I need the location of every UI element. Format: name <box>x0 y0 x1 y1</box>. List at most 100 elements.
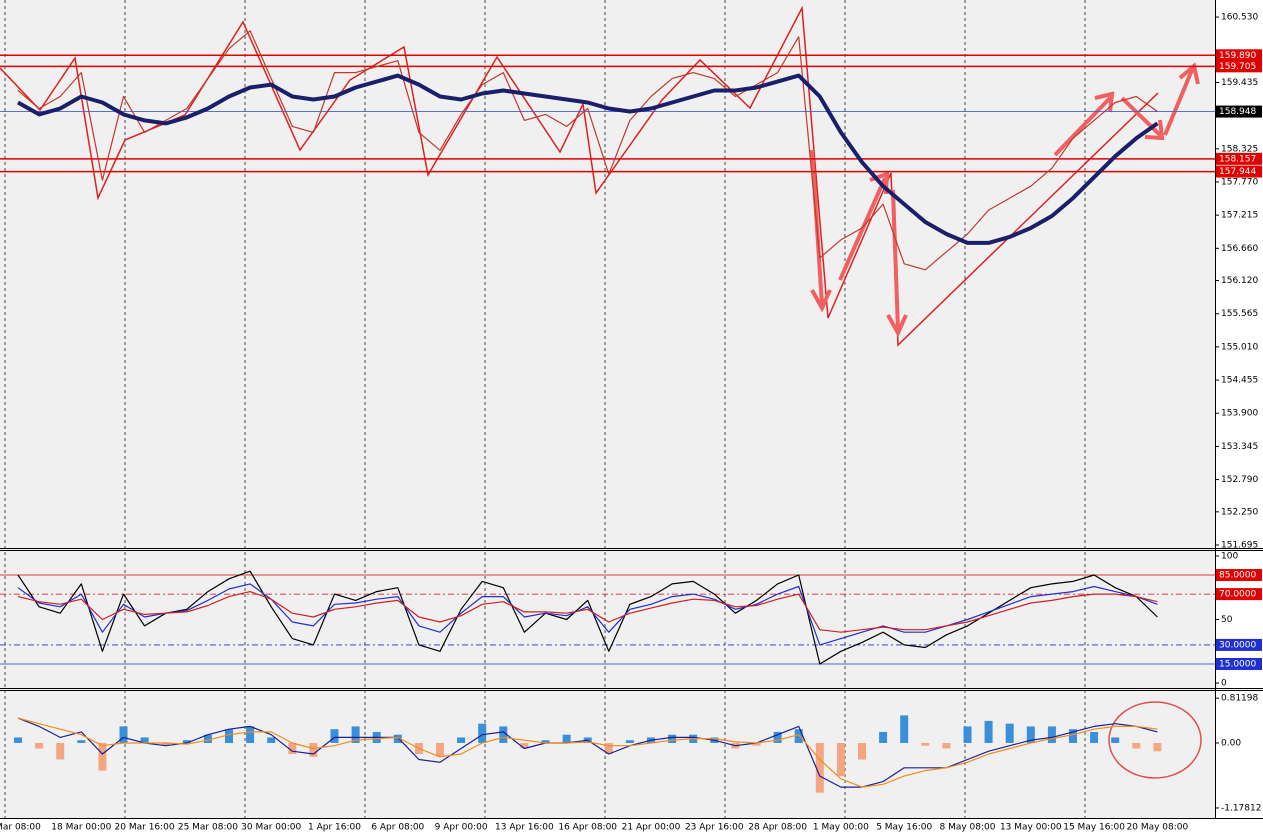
histogram-bar <box>499 726 508 743</box>
y-tick-label: 160.530 <box>1221 13 1258 23</box>
level-label: 70.0000 <box>1219 590 1256 600</box>
histogram-bar <box>77 740 86 743</box>
arrows <box>810 62 1200 338</box>
x-tick-label: 1 May 00:00 <box>813 823 869 833</box>
highlight-circle <box>1108 701 1202 779</box>
series-line <box>17 570 1158 665</box>
histogram-bar <box>900 715 909 743</box>
histogram-bar <box>351 726 360 743</box>
y-tick-label: -1.17812 <box>1221 803 1261 813</box>
histogram-bar <box>625 740 634 743</box>
x-tick-label: Mar 08:00 <box>0 823 41 833</box>
level-label: 159.705 <box>1219 62 1256 72</box>
y-tick-label: 155.565 <box>1221 309 1258 319</box>
y-tick-label: 50 <box>1221 615 1233 625</box>
plot-layer <box>0 30 1215 793</box>
histogram-bar <box>330 729 339 743</box>
x-tick-label: 20 May 08:00 <box>1127 823 1189 833</box>
histogram-bar <box>457 737 466 743</box>
level-label: 30.0000 <box>1219 640 1256 650</box>
x-tick-label: 1 Apr 16:00 <box>308 823 361 833</box>
histogram-bar <box>541 740 550 743</box>
y-tick-label: 153.345 <box>1221 442 1258 452</box>
histogram-bar <box>161 742 170 746</box>
level-label-box <box>1216 638 1262 651</box>
series-line <box>17 583 1158 646</box>
histogram-bar <box>436 742 444 757</box>
time-grid <box>4 0 1086 818</box>
histogram-bar <box>1090 731 1099 743</box>
histogram-bar <box>478 723 487 743</box>
x-tick-label: 23 Apr 16:00 <box>685 823 744 833</box>
histogram-bar <box>119 726 128 743</box>
series-line <box>17 30 1158 271</box>
histogram-bar <box>203 734 212 743</box>
y-tick-label: 153.900 <box>1221 409 1258 419</box>
histogram-bar <box>225 729 233 743</box>
histogram-bar <box>963 726 972 743</box>
series-line <box>17 717 1158 788</box>
level-label: 15.0000 <box>1219 659 1256 669</box>
level-label-box <box>1216 165 1262 178</box>
histogram-bar <box>393 734 402 743</box>
x-tick-label: 20 Mar 16:00 <box>115 823 175 833</box>
level-label-box <box>1216 105 1262 118</box>
y-tick-label: 157.770 <box>1221 177 1258 187</box>
y-tick-label: 0.81198 <box>1221 694 1258 704</box>
level-label-box <box>1216 60 1262 73</box>
histogram-bar <box>562 734 571 743</box>
x-tick-label: 6 Apr 08:00 <box>371 823 424 833</box>
histogram-bar <box>1047 726 1056 743</box>
y-tick-label: 159.435 <box>1221 78 1258 88</box>
histogram-bar <box>773 731 782 743</box>
x-tick-label: 13 May 00:00 <box>1000 823 1062 833</box>
series-line <box>17 717 1158 788</box>
x-tick-label: 30 Mar 00:00 <box>241 823 301 833</box>
histogram-bar <box>836 742 845 777</box>
x-tick-label: 9 Apr 00:00 <box>435 823 488 833</box>
series-line <box>17 591 1158 633</box>
histogram-bar <box>1111 737 1120 743</box>
level-label: 159.890 <box>1219 51 1256 61</box>
level-label: 158.157 <box>1219 154 1256 164</box>
histogram-bar <box>921 742 930 746</box>
histogram-bar <box>879 731 888 743</box>
histogram-bar <box>1132 742 1141 749</box>
series-line <box>17 73 1159 245</box>
histogram-bar <box>794 729 803 743</box>
x-tick-label: 5 May 16:00 <box>876 823 932 833</box>
y-tick-label: 156.120 <box>1221 276 1258 286</box>
histogram-bar <box>309 742 318 757</box>
histogram-bar <box>1026 726 1035 743</box>
level-label-box <box>1216 569 1262 582</box>
histogram-bar <box>942 742 951 749</box>
x-tick-label: 8 May 08:00 <box>940 823 996 833</box>
histogram-bar <box>752 742 761 746</box>
y-tick-label: 157.215 <box>1221 211 1258 221</box>
histogram-bar <box>98 742 107 771</box>
y-tick-label: 152.790 <box>1221 475 1258 485</box>
histogram-bar <box>246 726 255 743</box>
plot-background <box>0 0 1215 818</box>
x-tick-label: 13 Apr 16:00 <box>495 823 554 833</box>
histogram-bar <box>520 742 529 749</box>
level-label-box <box>1216 49 1262 62</box>
histogram-bar <box>14 737 22 743</box>
histogram-bar <box>815 742 824 793</box>
histogram-bar <box>604 742 613 754</box>
y-tick-label: 0.00 <box>1221 738 1241 748</box>
histogram-bar <box>984 720 993 743</box>
y-tick-label: 0 <box>1221 679 1227 689</box>
y-tick-label: 156.660 <box>1221 244 1258 254</box>
level-label-box <box>1216 152 1262 165</box>
y-tick-label: 155.010 <box>1221 342 1258 352</box>
x-tick-label: 18 Mar 00:00 <box>51 823 111 833</box>
level-label-box <box>1216 657 1262 670</box>
x-tick-label: 15 May 16:00 <box>1063 823 1125 833</box>
y-tick-label: 151.695 <box>1221 541 1258 551</box>
frame <box>0 0 1263 819</box>
level-label-box <box>1216 588 1262 601</box>
y-tick-label: 152.250 <box>1221 507 1258 517</box>
x-tick-label: 25 Mar 08:00 <box>178 823 238 833</box>
